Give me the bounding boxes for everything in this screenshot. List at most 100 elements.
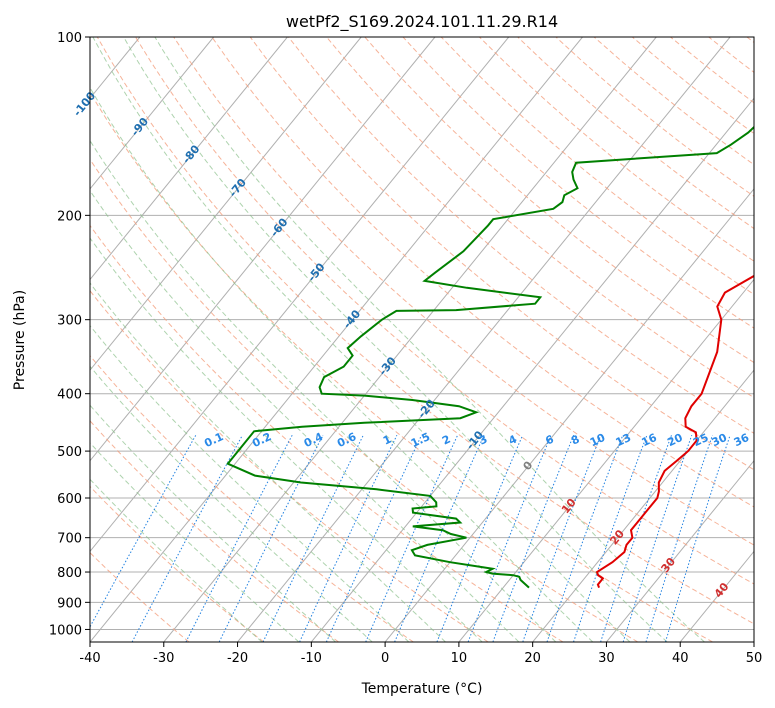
y-tick-label: 400 bbox=[57, 388, 82, 403]
chart-title: wetPf2_S169.2024.101.11.29.R14 bbox=[286, 12, 558, 32]
moist-adiabat bbox=[90, 237, 483, 642]
y-tick-label: 100 bbox=[57, 31, 82, 46]
dry-adiabat bbox=[593, 37, 754, 166]
y-axis-label: Pressure (hPa) bbox=[12, 290, 28, 390]
moist-adiabat bbox=[92, 37, 631, 642]
isotherm-line bbox=[90, 37, 215, 190]
moist-adiabat bbox=[90, 86, 594, 642]
mixing-ratio-label: 0.6 bbox=[335, 430, 358, 450]
background-lines bbox=[90, 37, 754, 642]
isotherm-line bbox=[237, 37, 731, 642]
isotherm-line bbox=[679, 550, 754, 642]
moist-adiabat bbox=[154, 37, 705, 642]
mixing-ratio-label: 1.5 bbox=[409, 430, 432, 450]
dry-adiabat bbox=[173, 37, 754, 546]
dry-adiabat bbox=[364, 37, 754, 364]
y-tick-label: 200 bbox=[57, 209, 82, 224]
isotherm-line bbox=[163, 37, 657, 642]
mixing-ratio-label: 10 bbox=[588, 431, 608, 449]
mixing-ratio-label: 16 bbox=[640, 431, 660, 449]
plot-frame bbox=[89, 36, 755, 643]
dry-adiabat bbox=[517, 37, 754, 230]
y-tick-label: 600 bbox=[57, 492, 82, 507]
mixing-ratio-line bbox=[394, 434, 485, 642]
dry-adiabat bbox=[90, 289, 489, 642]
profile-lines bbox=[226, 125, 754, 589]
dry-adiabat bbox=[90, 420, 339, 642]
mixing-ratio-line bbox=[262, 434, 364, 642]
dry-adiabat bbox=[90, 354, 414, 642]
grid-layer bbox=[0, 37, 754, 642]
isotherm-line bbox=[90, 37, 436, 462]
isotherm-line bbox=[90, 37, 362, 371]
mixing-ratio-label: 13 bbox=[614, 431, 633, 449]
dry-adiabat bbox=[90, 224, 564, 642]
isotherm-line bbox=[90, 37, 583, 642]
line-labels: -100-90-80-70-60-50-40-30-20-10010203040… bbox=[71, 89, 752, 600]
dry-adiabat bbox=[90, 552, 190, 642]
dewpoint-profile bbox=[226, 125, 754, 589]
x-tick-label: 50 bbox=[746, 651, 763, 666]
moist-adiabat bbox=[90, 442, 300, 642]
mixing-ratio-line bbox=[492, 435, 575, 642]
y-tick-label: 800 bbox=[57, 566, 82, 581]
y-tick-label: 900 bbox=[57, 596, 82, 611]
mixing-ratio-line bbox=[600, 435, 672, 642]
x-tick-label: 0 bbox=[381, 651, 389, 666]
isotherm-line bbox=[90, 37, 288, 281]
isotherm-line bbox=[532, 369, 754, 642]
moist-adiabat bbox=[90, 365, 373, 642]
mixing-ratio-line bbox=[90, 434, 197, 628]
x-tick-label: -40 bbox=[79, 651, 100, 666]
moist-adiabat bbox=[90, 478, 263, 642]
mixing-ratio-line bbox=[131, 434, 243, 642]
temperature-profile bbox=[595, 274, 754, 588]
mixing-ratio-label: 8 bbox=[569, 433, 581, 448]
mixing-ratio-line bbox=[573, 435, 648, 642]
mixing-ratio-label: 2 bbox=[440, 433, 452, 448]
dry-adiabat bbox=[96, 37, 754, 625]
dry-adiabat bbox=[326, 37, 754, 399]
mixing-ratio-line bbox=[622, 435, 693, 642]
dry-adiabat bbox=[211, 37, 754, 508]
mixing-ratio-line bbox=[325, 434, 422, 642]
dry-adiabat bbox=[135, 37, 754, 585]
mixing-ratio-line bbox=[546, 435, 624, 642]
x-tick-label: -20 bbox=[227, 651, 248, 666]
x-tick-label: 40 bbox=[672, 651, 689, 666]
y-tick-label: 300 bbox=[57, 314, 82, 329]
mixing-ratio-label: 36 bbox=[732, 431, 752, 449]
isotherm-line bbox=[753, 641, 754, 642]
x-tick-label: 10 bbox=[451, 651, 468, 666]
isotherm-line bbox=[0, 37, 66, 642]
x-tick-label: 20 bbox=[524, 651, 541, 666]
mixing-ratio-line bbox=[436, 434, 524, 642]
y-tick-label: 500 bbox=[57, 445, 82, 460]
moist-adiabat bbox=[90, 139, 557, 642]
dry-adiabat bbox=[670, 37, 754, 104]
dry-adiabat bbox=[249, 37, 754, 471]
x-tick-label: -10 bbox=[301, 651, 322, 666]
mixing-ratio-line bbox=[645, 435, 713, 642]
dry-adiabat bbox=[440, 37, 754, 296]
mixing-ratio-label: 0.1 bbox=[202, 430, 225, 450]
y-tick-label: 1000 bbox=[49, 623, 82, 638]
moist-adiabat bbox=[123, 37, 668, 642]
mixing-ratio-label: 25 bbox=[691, 431, 710, 449]
dry-adiabat bbox=[479, 37, 754, 262]
isotherm-line bbox=[606, 459, 754, 642]
y-axis-ticks: 100 200 300 400 500 600 700 800 900 1000 bbox=[49, 31, 90, 638]
dry-adiabat bbox=[90, 91, 713, 642]
isotherm-line bbox=[90, 37, 510, 553]
dry-adiabat bbox=[746, 37, 754, 44]
mixing-ratio-label: 30 bbox=[710, 431, 730, 449]
x-tick-label: -30 bbox=[153, 651, 174, 666]
dry-adiabat bbox=[90, 158, 639, 642]
y-tick-label: 700 bbox=[57, 532, 82, 547]
dry-adiabat bbox=[90, 485, 265, 642]
moist-adiabat bbox=[90, 404, 336, 642]
mixing-ratio-label: 4 bbox=[507, 432, 520, 447]
x-axis-ticks: -40 -30 -20 -10 0 10 20 30 40 50 bbox=[79, 642, 762, 666]
mixing-ratio-line bbox=[299, 434, 398, 642]
